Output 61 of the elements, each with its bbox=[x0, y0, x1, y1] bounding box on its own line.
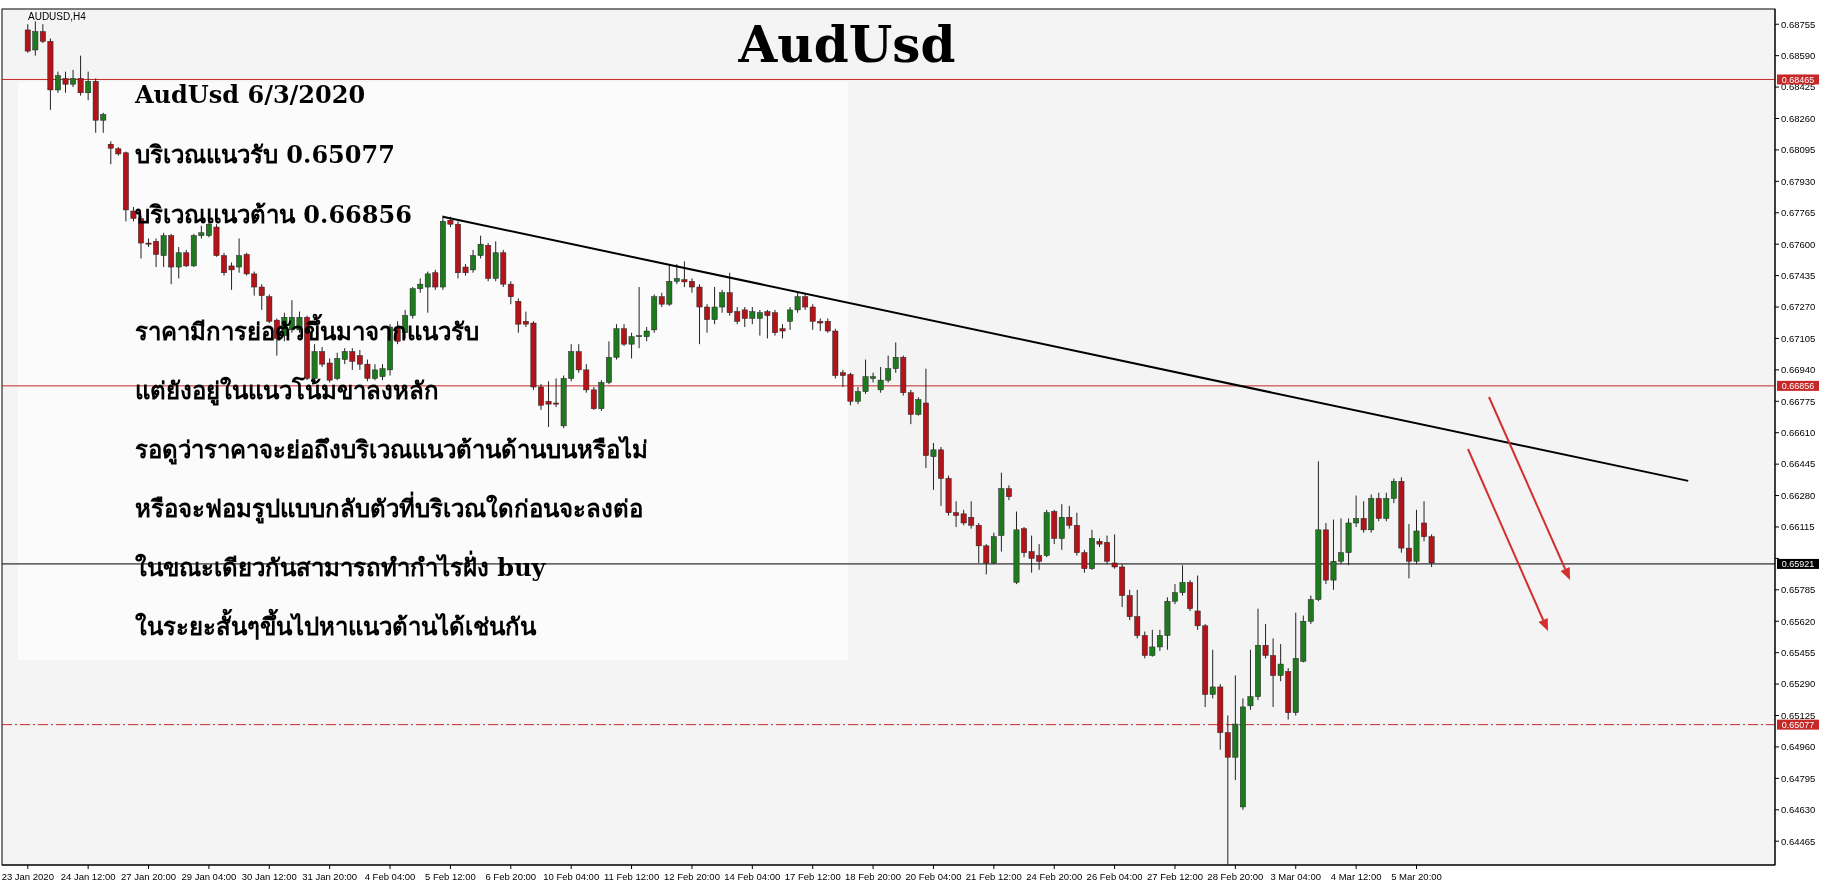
annotation: บริเวณแนวต้าน 0.66856 bbox=[135, 200, 412, 229]
y-tick-label: 0.66940 bbox=[1781, 364, 1816, 376]
x-tick-label: 17 Feb 12:00 bbox=[784, 871, 841, 882]
y-tick-label: 0.64795 bbox=[1781, 772, 1816, 784]
x-tick-label: 14 Feb 04:00 bbox=[724, 871, 781, 882]
ref-line-label: 0.65921 bbox=[1781, 559, 1815, 570]
y-tick-label: 0.67930 bbox=[1781, 175, 1816, 187]
annotation: บริเวณแนวรับ 0.65077 bbox=[135, 140, 395, 169]
annotation: แต่ยังอยู่ในแนวโน้มขาลงหลัก bbox=[135, 376, 439, 406]
y-tick-label: 0.66445 bbox=[1781, 458, 1816, 470]
x-tick-label: 27 Feb 12:00 bbox=[1146, 871, 1203, 882]
y-tick-label: 0.65290 bbox=[1781, 678, 1816, 690]
y-tick-label: 0.67105 bbox=[1781, 332, 1816, 344]
x-tick-label: 30 Jan 12:00 bbox=[241, 871, 297, 882]
y-tick-label: 0.68095 bbox=[1781, 144, 1816, 156]
chart-subtitle: AUDUSD,H4 bbox=[28, 11, 87, 22]
x-tick-label: 18 Feb 20:00 bbox=[845, 871, 902, 882]
y-tick-label: 0.66115 bbox=[1781, 521, 1815, 533]
x-tick-label: 21 Feb 12:00 bbox=[965, 871, 1022, 882]
y-tick-label: 0.66610 bbox=[1781, 427, 1816, 439]
x-tick-label: 6 Feb 20:00 bbox=[485, 871, 537, 882]
y-tick-label: 0.67600 bbox=[1781, 238, 1816, 250]
y-tick-label: 0.67270 bbox=[1781, 301, 1816, 313]
x-tick-label: 11 Feb 12:00 bbox=[603, 871, 660, 882]
y-tick-label: 0.64465 bbox=[1781, 835, 1816, 847]
chart-title: AudUsd bbox=[737, 15, 956, 74]
x-tick-label: 26 Feb 04:00 bbox=[1086, 871, 1143, 882]
ref-line-label: 0.66856 bbox=[1781, 381, 1815, 392]
x-tick-label: 29 Jan 04:00 bbox=[181, 871, 237, 882]
x-tick-label: 31 Jan 20:00 bbox=[302, 871, 358, 882]
x-tick-label: 23 Jan 2020 bbox=[1, 871, 54, 882]
x-tick-label: 4 Mar 12:00 bbox=[1330, 871, 1382, 882]
y-tick-label: 0.68260 bbox=[1781, 112, 1816, 124]
x-tick-label: 24 Feb 20:00 bbox=[1026, 871, 1083, 882]
y-tick-label: 0.64960 bbox=[1781, 741, 1816, 753]
y-tick-label: 0.67765 bbox=[1781, 207, 1816, 219]
y-tick-label: 0.65125 bbox=[1781, 709, 1816, 721]
y-tick-label: 0.66280 bbox=[1781, 489, 1816, 501]
y-tick-label: 0.65620 bbox=[1781, 615, 1816, 627]
annotation: AudUsd 6/3/2020 bbox=[134, 80, 366, 109]
x-tick-label: 24 Jan 12:00 bbox=[60, 871, 116, 882]
x-tick-label: 27 Jan 20:00 bbox=[121, 871, 176, 882]
y-tick-label: 0.65785 bbox=[1781, 584, 1816, 596]
x-tick-label: 5 Mar 20:00 bbox=[1391, 871, 1442, 882]
x-tick-label: 5 Feb 12:00 bbox=[425, 871, 476, 882]
x-tick-label: 20 Feb 04:00 bbox=[905, 871, 962, 882]
y-tick-label: 0.65455 bbox=[1781, 646, 1816, 658]
y-tick-label: 0.68755 bbox=[1781, 18, 1816, 30]
y-tick-label: 0.67435 bbox=[1781, 269, 1816, 281]
y-tick-label: 0.64630 bbox=[1781, 804, 1816, 816]
ref-line-label: 0.65077 bbox=[1781, 719, 1815, 730]
y-tick-label: 0.68590 bbox=[1781, 49, 1816, 61]
annotation: รอดูว่าราคาจะย่อถึงบริเวณแนวต้านด้านบนหรือไม่ bbox=[135, 435, 648, 465]
y-tick-label: 0.66775 bbox=[1781, 395, 1816, 407]
x-tick-label: 4 Feb 04:00 bbox=[364, 871, 416, 882]
annotation: ในระยะสั้นๆขึ้นไปหาแนวต้านได้เช่นกัน bbox=[135, 608, 537, 641]
x-tick-label: 3 Mar 04:00 bbox=[1270, 871, 1322, 882]
annotation: หรือจะฟอมรูปแบบกลับตัวที่บริเวณใดก่อนจะลงต่อ bbox=[135, 491, 643, 524]
x-tick-label: 12 Feb 20:00 bbox=[663, 871, 720, 882]
x-tick-label: 10 Feb 04:00 bbox=[543, 871, 600, 882]
x-tick-label: 28 Feb 20:00 bbox=[1207, 871, 1264, 882]
